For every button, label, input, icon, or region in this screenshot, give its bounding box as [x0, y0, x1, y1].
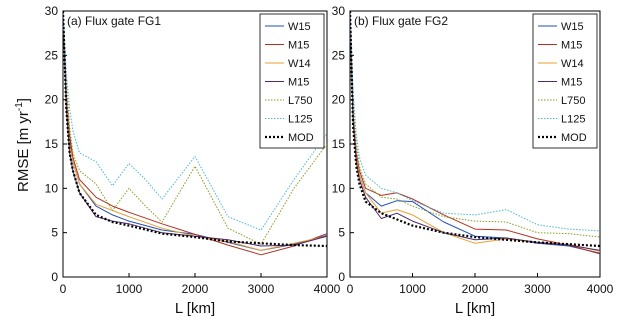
y-tick-label: 20: [332, 93, 346, 107]
x-tick-label: 2000: [462, 282, 489, 296]
panel-a: 0 1000 2000 3000 4000 0 5 10 15 20 25 30 L [km] (a) F…: [45, 4, 341, 317]
x-axis-title: L [km]: [455, 300, 495, 317]
y-tick-label: 0: [338, 270, 345, 284]
legend-label: L750: [561, 95, 585, 107]
x-tick-label: 2000: [182, 282, 209, 296]
y-axis-title: RMSE [m yr-1]: [14, 98, 32, 192]
series-line-l125: [350, 11, 600, 232]
x-tick-label: 1000: [399, 282, 426, 296]
x-axis-title: L [km]: [175, 300, 215, 317]
legend-label: W15: [288, 21, 311, 33]
legend-label: W14: [288, 58, 311, 70]
series-line-l750: [63, 11, 327, 245]
series-line-mod: [63, 11, 327, 248]
legend-label: M15: [288, 77, 309, 89]
y-tick-label: 15: [45, 137, 59, 151]
x-tick-label: 0: [347, 282, 354, 296]
legend-label: L125: [288, 114, 312, 126]
y-tick-label: 10: [332, 181, 346, 195]
y-tick-label: 0: [51, 270, 58, 284]
y-tick-label: 30: [45, 4, 59, 18]
panel-b: 0 1000 2000 3000 4000 0 5 10 15 20 25 30 L [km] (b) F…: [332, 4, 614, 317]
y-tick-label: 10: [45, 181, 59, 195]
y-tick-label: 5: [338, 226, 345, 240]
legend-label: MOD: [288, 132, 314, 144]
legend-label: M15: [288, 40, 309, 52]
series-line-mod: [350, 11, 600, 248]
y-tick-label: 15: [332, 137, 346, 151]
y-tick-label: 20: [45, 93, 59, 107]
x-tick-label: 0: [60, 282, 67, 296]
legend-label: W15: [561, 21, 584, 33]
legend-label: L125: [561, 114, 585, 126]
series-line-m15: [350, 11, 600, 255]
panel-title: (a) Flux gate FG1: [67, 14, 161, 28]
x-tick-label: 1000: [116, 282, 143, 296]
x-tick-label: 4000: [314, 282, 341, 296]
y-tick-label: 25: [332, 48, 346, 62]
series-line-l125: [63, 11, 327, 231]
y-axis-title-end: ]: [15, 98, 32, 102]
y-tick-label: 5: [51, 226, 58, 240]
legend-label: L750: [288, 95, 312, 107]
legend-label: M15: [561, 40, 582, 52]
legend-label: M15: [561, 77, 582, 89]
series-line-m15: [63, 11, 327, 256]
series-line-l750: [350, 11, 600, 238]
legend-label: MOD: [561, 132, 587, 144]
panel-title: (b) Flux gate FG2: [354, 14, 448, 28]
x-tick-label: 3000: [524, 282, 551, 296]
x-tick-label: 3000: [248, 282, 275, 296]
y-tick-label: 25: [45, 48, 59, 62]
y-axis-title-sup: -1: [14, 102, 25, 111]
y-tick-label: 30: [332, 4, 346, 18]
x-tick-label: 4000: [587, 282, 614, 296]
legend-label: W14: [561, 58, 584, 70]
